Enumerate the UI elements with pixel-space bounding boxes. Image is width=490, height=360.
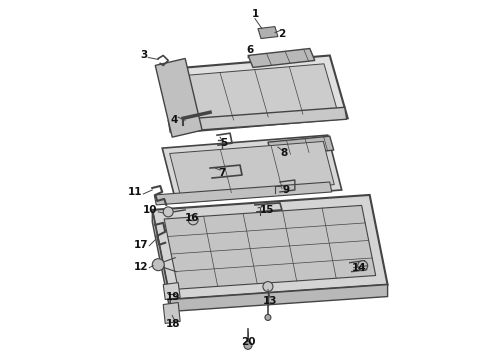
Polygon shape [168, 107, 347, 132]
Polygon shape [185, 64, 338, 123]
Text: 8: 8 [280, 148, 287, 158]
Circle shape [152, 259, 164, 271]
Text: 20: 20 [241, 337, 255, 347]
Text: 9: 9 [283, 185, 290, 195]
Polygon shape [175, 55, 348, 131]
Text: 15: 15 [260, 205, 274, 215]
Text: 12: 12 [134, 262, 148, 272]
Polygon shape [162, 135, 342, 203]
Polygon shape [152, 210, 170, 311]
Text: 6: 6 [246, 45, 253, 55]
Circle shape [163, 207, 173, 217]
Text: 2: 2 [278, 28, 285, 39]
Text: 18: 18 [166, 319, 180, 329]
Text: 16: 16 [185, 213, 199, 223]
Polygon shape [154, 182, 332, 205]
Circle shape [265, 315, 271, 320]
Polygon shape [248, 49, 315, 67]
Polygon shape [170, 285, 388, 311]
Text: 11: 11 [128, 187, 142, 197]
Polygon shape [268, 136, 334, 156]
Text: 17: 17 [134, 240, 148, 250]
Circle shape [358, 261, 368, 271]
Text: 14: 14 [352, 263, 367, 273]
Circle shape [244, 341, 252, 349]
Polygon shape [164, 206, 376, 289]
Text: 13: 13 [263, 296, 277, 306]
Text: 10: 10 [143, 205, 157, 215]
Polygon shape [155, 58, 202, 137]
Circle shape [188, 215, 198, 225]
Text: 1: 1 [251, 9, 259, 19]
Text: 5: 5 [220, 138, 227, 148]
Polygon shape [152, 195, 388, 300]
Text: 3: 3 [140, 50, 147, 60]
Circle shape [263, 282, 273, 292]
Polygon shape [170, 141, 334, 197]
Text: 19: 19 [166, 292, 180, 302]
Text: 4: 4 [171, 115, 178, 125]
Text: 7: 7 [218, 168, 225, 178]
Polygon shape [163, 302, 180, 323]
Polygon shape [163, 283, 180, 300]
Polygon shape [258, 27, 278, 39]
